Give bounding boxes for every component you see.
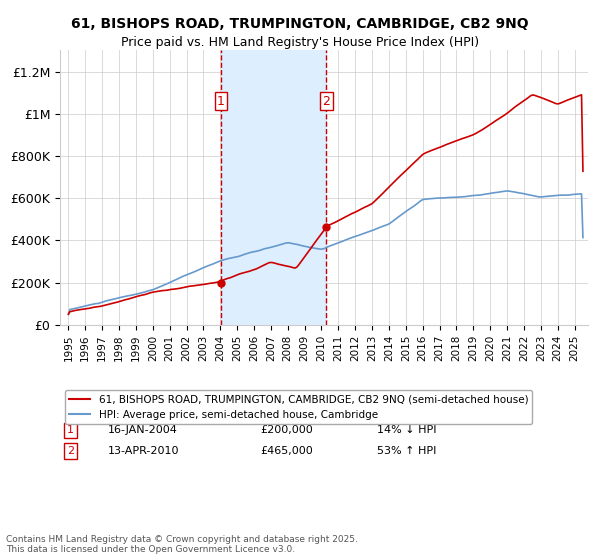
Text: 53% ↑ HPI: 53% ↑ HPI	[377, 446, 436, 456]
Bar	[221, 50, 326, 325]
Text: 16-JAN-2004: 16-JAN-2004	[107, 426, 178, 436]
Text: 61, BISHOPS ROAD, TRUMPINGTON, CAMBRIDGE, CB2 9NQ: 61, BISHOPS ROAD, TRUMPINGTON, CAMBRIDGE…	[71, 17, 529, 31]
Text: 1: 1	[217, 95, 225, 108]
Text: Price paid vs. HM Land Registry's House Price Index (HPI): Price paid vs. HM Land Registry's House …	[121, 36, 479, 49]
Text: £465,000: £465,000	[260, 446, 313, 456]
Text: 14% ↓ HPI: 14% ↓ HPI	[377, 426, 436, 436]
Text: 2: 2	[67, 446, 74, 456]
Legend: 61, BISHOPS ROAD, TRUMPINGTON, CAMBRIDGE, CB2 9NQ (semi-detached house), HPI: Av: 61, BISHOPS ROAD, TRUMPINGTON, CAMBRIDGE…	[65, 390, 532, 424]
Text: Contains HM Land Registry data © Crown copyright and database right 2025.
This d: Contains HM Land Registry data © Crown c…	[6, 535, 358, 554]
Text: 2: 2	[322, 95, 330, 108]
Text: £200,000: £200,000	[260, 426, 313, 436]
Text: 13-APR-2010: 13-APR-2010	[107, 446, 179, 456]
Text: 1: 1	[67, 426, 74, 436]
